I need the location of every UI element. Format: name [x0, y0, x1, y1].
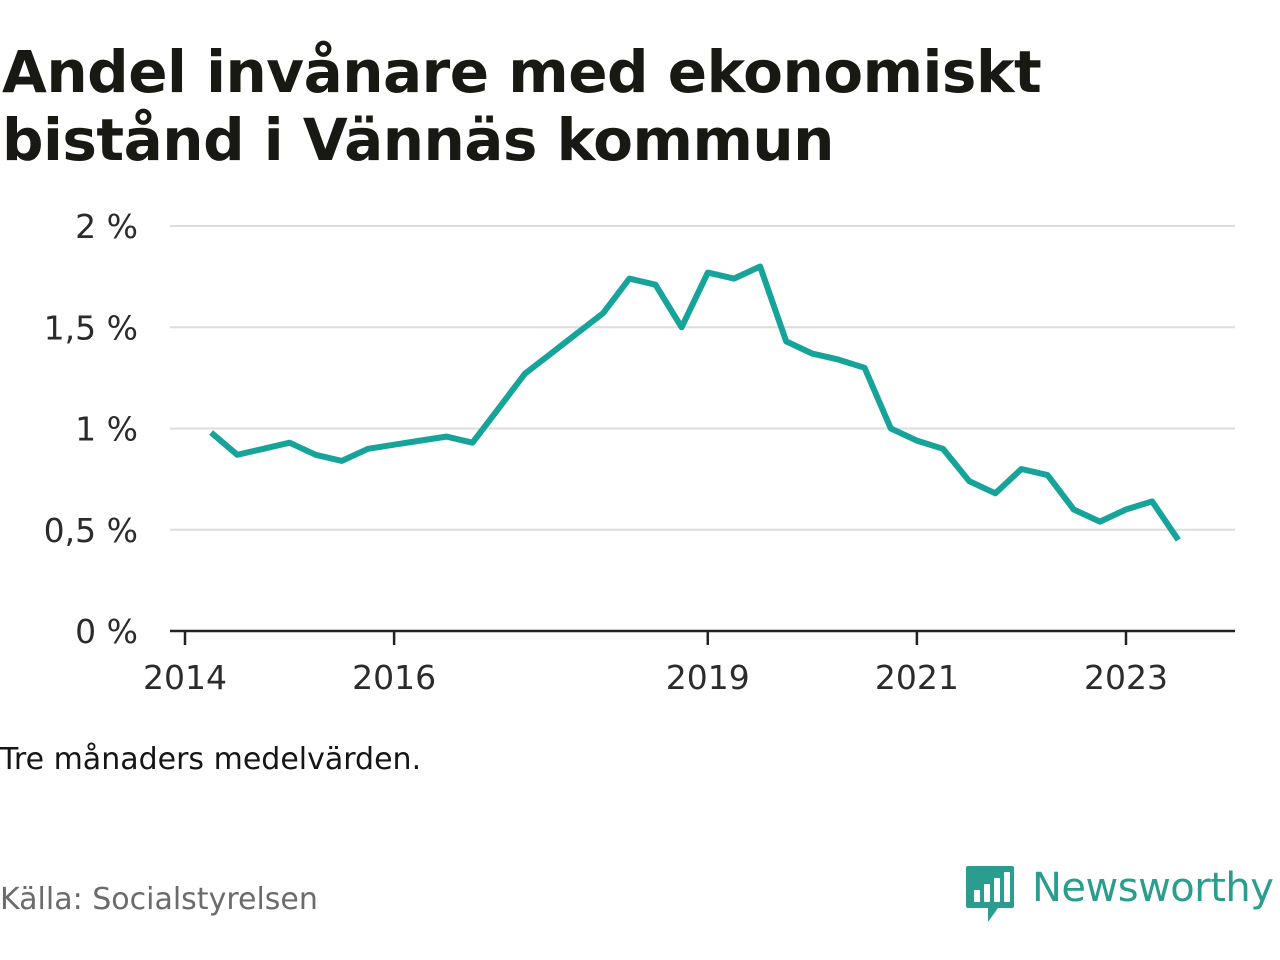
- data-point: [1071, 507, 1077, 513]
- source-credit: Källa: Socialstyrelsen: [0, 882, 318, 917]
- data-point: [1175, 537, 1181, 543]
- data-point: [888, 426, 894, 432]
- data-point: [1149, 498, 1155, 504]
- data-point: [208, 430, 214, 436]
- data-point: [548, 351, 554, 357]
- data-point: [653, 282, 659, 288]
- gridlines: [170, 225, 1235, 531]
- data-point: [966, 478, 972, 484]
- data-point: [287, 440, 293, 446]
- y-tick-label: 1,5 %: [44, 308, 138, 347]
- series-layer: [208, 263, 1181, 543]
- y-axis-tick-labels: 0 % 0,5 % 1 % 1,5 % 2 %: [44, 207, 138, 651]
- y-tick-label: 0 %: [75, 612, 138, 651]
- x-tick-label: 2016: [352, 658, 436, 697]
- x-tick-label: 2021: [875, 658, 959, 697]
- data-point: [731, 276, 737, 282]
- chart-note: Tre månaders medelvärden.: [0, 742, 422, 777]
- data-point: [940, 446, 946, 452]
- data-point: [757, 264, 763, 270]
- data-point: [522, 371, 528, 377]
- x-tick-label: 2014: [143, 658, 227, 697]
- data-point: [391, 442, 397, 448]
- data-point: [809, 351, 815, 357]
- y-tick-label: 0,5 %: [44, 511, 138, 550]
- data-point: [600, 310, 606, 316]
- data-point: [443, 434, 449, 440]
- data-point: [783, 338, 789, 344]
- data-point: [260, 446, 266, 452]
- data-point: [234, 452, 240, 458]
- y-tick-label: 2 %: [75, 207, 138, 246]
- y-tick-label: 1 %: [75, 410, 138, 449]
- data-point: [574, 330, 580, 336]
- data-point: [1097, 519, 1103, 525]
- data-point: [992, 490, 998, 496]
- newsworthy-logo-icon: [966, 866, 1014, 922]
- chart-title: Andel invånare med ekonomiskt bistånd i …: [2, 38, 1042, 174]
- data-point: [1018, 466, 1024, 472]
- data-point: [313, 452, 319, 458]
- data-point: [365, 446, 371, 452]
- data-point: [470, 440, 476, 446]
- x-tick-label: 2023: [1084, 658, 1168, 697]
- data-point: [705, 270, 711, 276]
- line-chart: 0 % 0,5 % 1 % 1,5 % 2 % 2014 2016 2019 2021 2023: [44, 207, 1235, 697]
- series-line: [209, 263, 1181, 542]
- brand-name: Newsworthy: [1032, 865, 1274, 911]
- x-axis: 2014 2016 2019 2021 2023: [143, 629, 1235, 697]
- data-point: [1123, 507, 1129, 513]
- data-point: [496, 405, 502, 411]
- data-point: [836, 357, 842, 363]
- data-point: [679, 324, 685, 330]
- x-tick-label: 2019: [666, 658, 750, 697]
- brand-logo: Newsworthy: [964, 864, 1274, 928]
- data-point: [914, 438, 920, 444]
- data-point: [862, 365, 868, 371]
- data-point: [626, 276, 632, 282]
- data-point: [339, 458, 345, 464]
- data-point: [417, 438, 423, 444]
- data-point: [1045, 472, 1051, 478]
